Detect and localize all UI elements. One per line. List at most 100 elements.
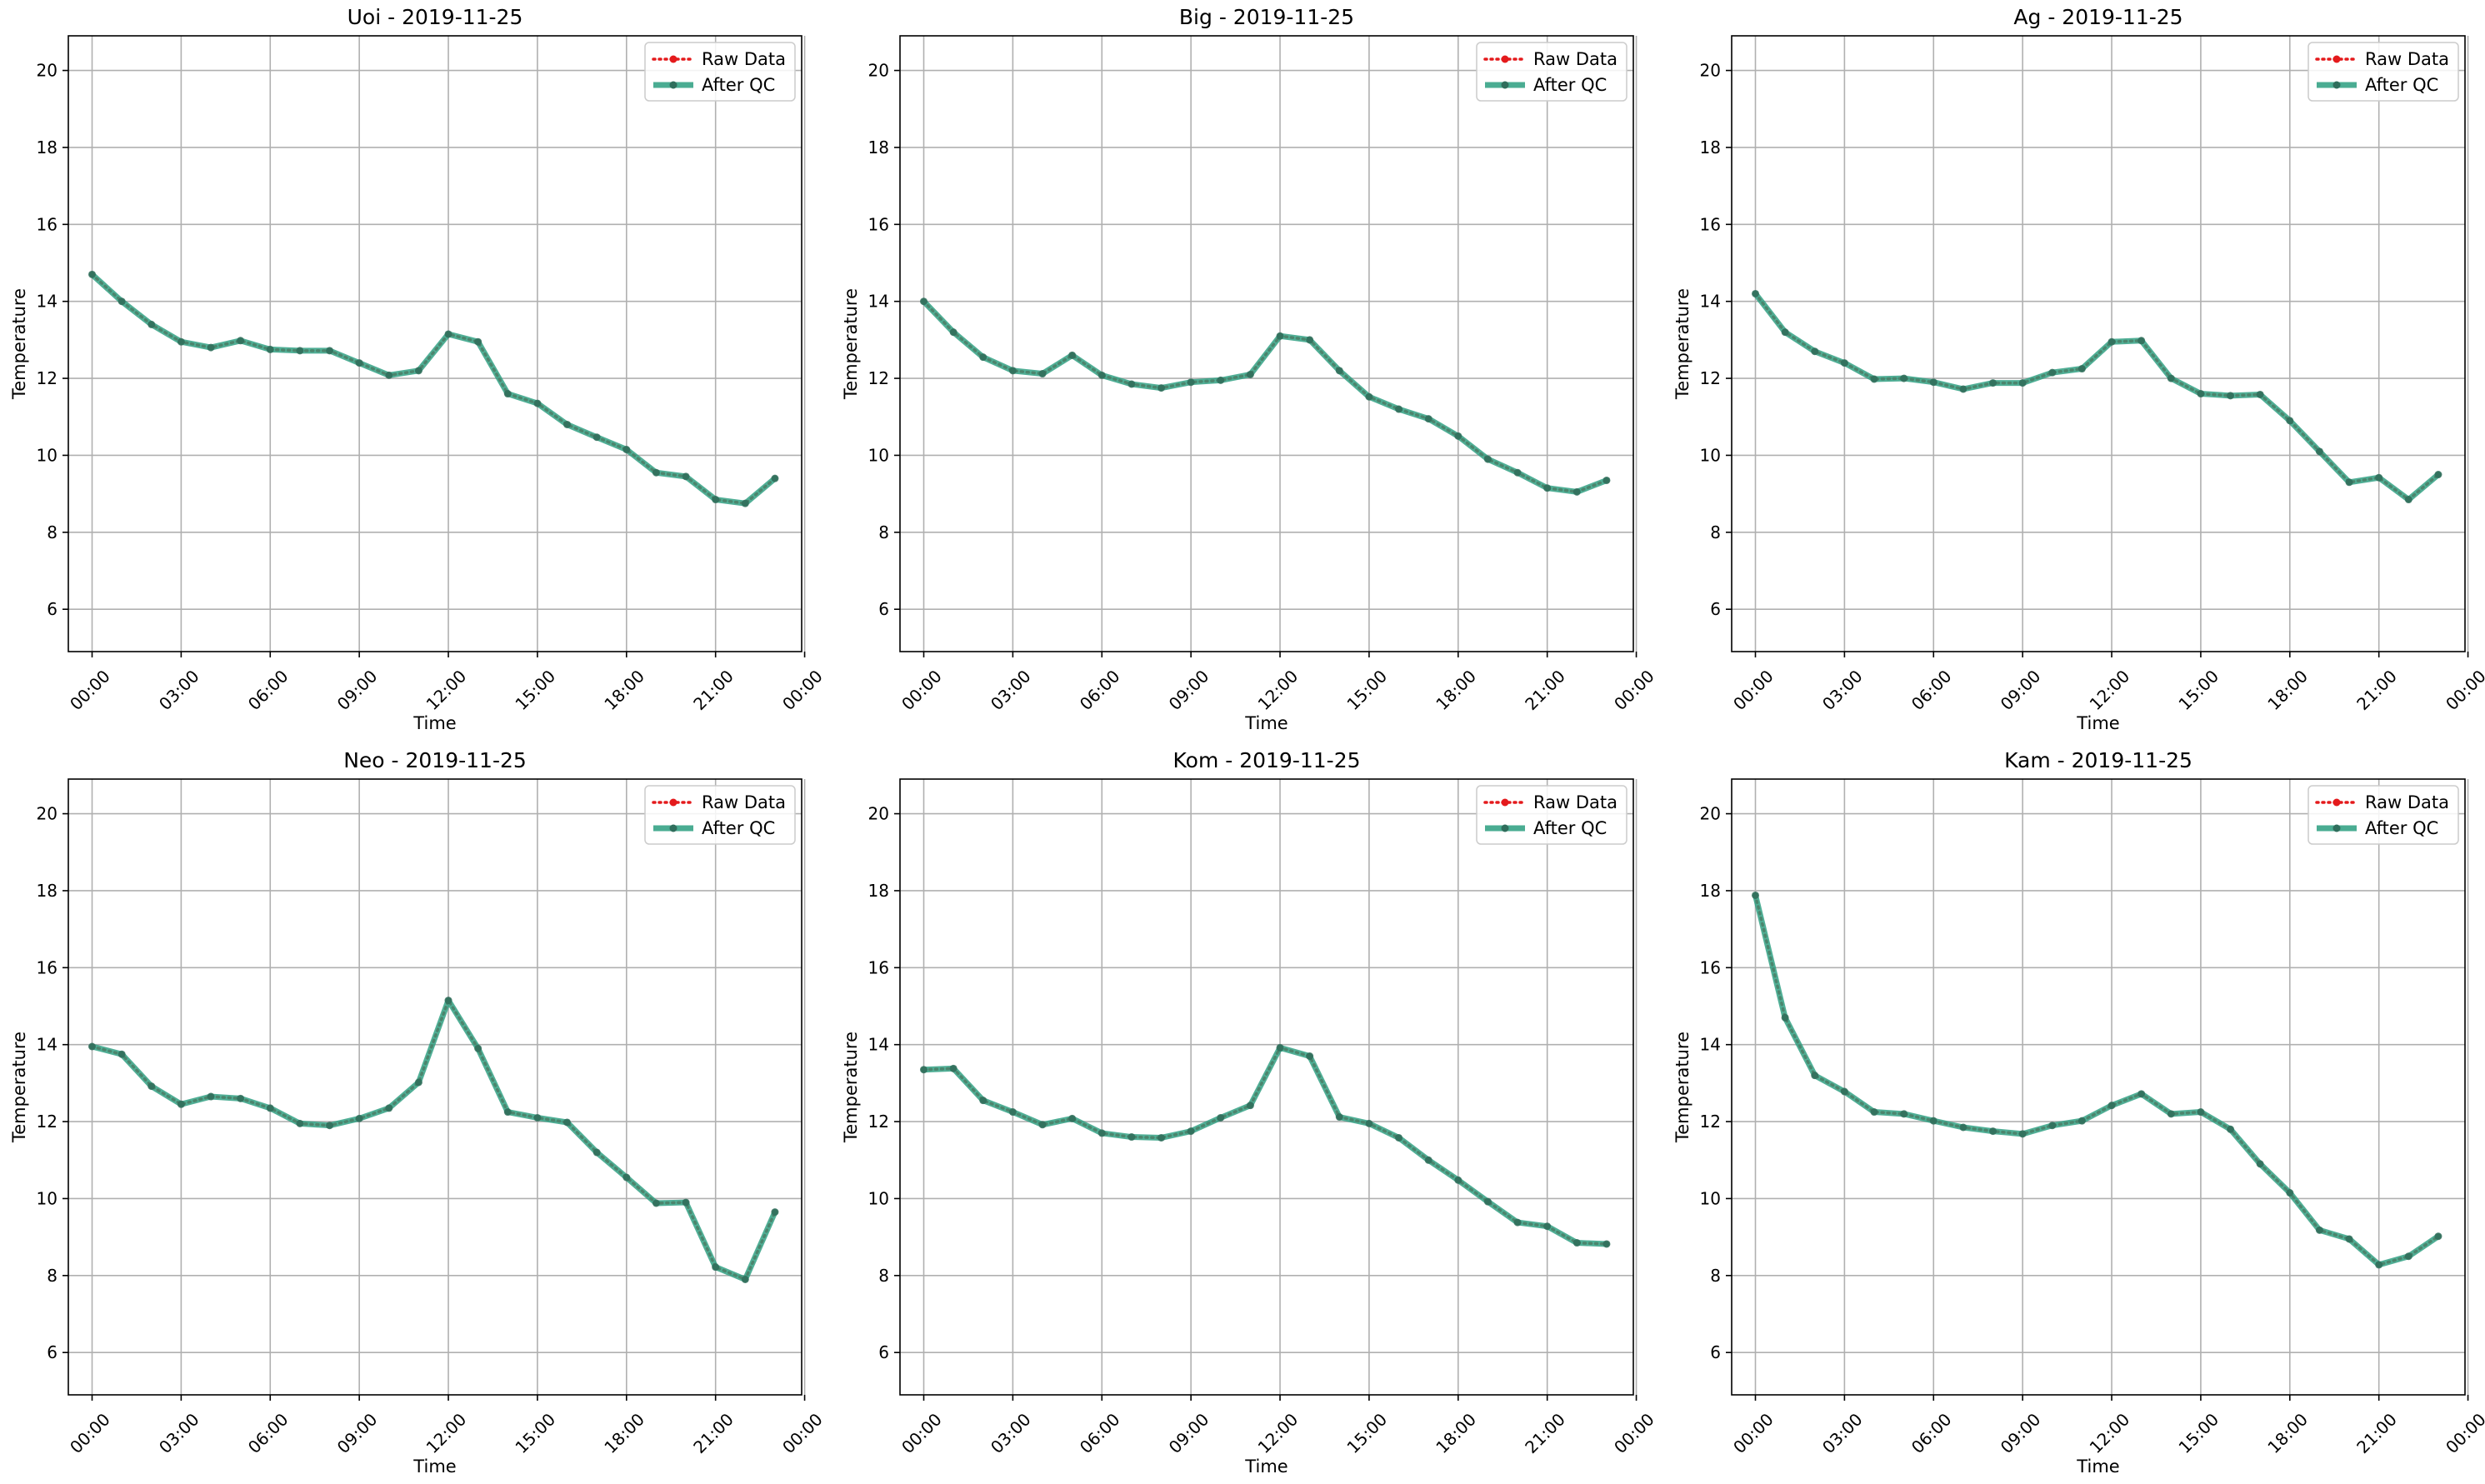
legend-marker (2332, 81, 2341, 89)
legend: Raw Data After QC (1476, 785, 1628, 845)
x-tick-label: 21:00 (2352, 666, 2401, 714)
x-tick-label: 21:00 (1521, 666, 1569, 714)
data-point (2167, 374, 2175, 382)
y-tick-label: 10 (868, 445, 889, 465)
x-tick-label: 03:00 (987, 666, 1035, 714)
data-point (414, 367, 422, 375)
y-tick-label: 12 (1700, 1112, 1721, 1132)
data-point (385, 371, 393, 379)
data-point (2404, 1252, 2412, 1261)
legend-label: After QC (2365, 818, 2438, 838)
data-point (682, 472, 690, 481)
x-tick-label: 06:00 (244, 1409, 292, 1457)
legend-label: After QC (2365, 75, 2438, 95)
data-point (1513, 1218, 1522, 1227)
y-tick-label: 18 (868, 137, 889, 157)
x-tick-label: 15:00 (2174, 666, 2222, 714)
data-point (1424, 1156, 1432, 1164)
data-point (2078, 365, 2086, 373)
data-point (1335, 367, 1343, 375)
plot-area (68, 779, 802, 1395)
data-point (2167, 1110, 2175, 1118)
data-point (2138, 337, 2146, 345)
chart-title: Neo - 2019-11-25 (343, 748, 527, 772)
y-tick-label: 14 (37, 292, 58, 312)
data-point (266, 1104, 274, 1112)
data-point (2197, 390, 2205, 398)
x-tick-label: 09:00 (1997, 666, 2045, 714)
data-point (920, 1066, 928, 1074)
x-tick-label: 15:00 (511, 1409, 559, 1457)
data-point (1038, 370, 1047, 378)
data-point (652, 468, 660, 477)
legend-label: Raw Data (2365, 49, 2449, 69)
data-point (326, 1122, 334, 1130)
x-axis-label: Time (412, 1457, 456, 1477)
series-line (89, 271, 778, 507)
data-point (1187, 1127, 1195, 1136)
legend-marker (2332, 55, 2341, 63)
data-point (177, 1100, 185, 1108)
y-tick-label: 14 (1700, 292, 1721, 312)
y-tick-label: 6 (47, 1342, 58, 1362)
data-point (296, 1119, 304, 1127)
y-tick-label: 6 (878, 1342, 889, 1362)
data-point (1959, 1123, 1968, 1132)
plot-area (900, 779, 1633, 1395)
legend-marker (669, 798, 678, 807)
y-tick-label: 12 (1700, 368, 1721, 388)
y-tick-label: 18 (37, 881, 58, 901)
data-point (237, 337, 245, 345)
y-tick-label: 6 (878, 599, 889, 619)
y-tick-label: 18 (868, 881, 889, 901)
legend-label: After QC (1533, 75, 1607, 95)
data-point (207, 1092, 215, 1101)
legend-label: After QC (702, 818, 775, 838)
data-point (118, 1050, 126, 1058)
data-point (1246, 1102, 1254, 1110)
x-tick-label: 12:00 (422, 666, 471, 714)
data-point (88, 1042, 97, 1051)
legend-label: Raw Data (1533, 49, 1618, 69)
data-point (474, 1044, 482, 1052)
y-tick-label: 10 (868, 1188, 889, 1208)
x-tick-label: 00:00 (1729, 666, 1778, 714)
x-tick-label: 18:00 (600, 666, 648, 714)
x-tick-label: 06:00 (1908, 666, 1956, 714)
data-point (2286, 417, 2294, 425)
data-point (1900, 374, 1908, 382)
data-point (1602, 476, 1611, 484)
data-point (1781, 1013, 1789, 1022)
data-point (1840, 359, 1848, 367)
x-tick-label: 00:00 (2442, 1409, 2485, 1457)
y-axis-label: Temperature (9, 1032, 29, 1143)
data-point (2078, 1117, 2086, 1125)
x-axis-label: Time (2076, 713, 2119, 733)
subplot-2: 6 8 10 12 14 16 18 20 00:00 03:00 06:00 09:00 12:00 1… (841, 5, 1658, 733)
y-tick-label: 8 (47, 522, 58, 542)
series-after-qc (920, 1043, 1611, 1248)
data-point (920, 297, 928, 306)
legend-label: After QC (1533, 818, 1607, 838)
chart-title: Big - 2019-11-25 (1179, 5, 1354, 29)
data-point (712, 496, 720, 504)
legend: Raw Data After QC (2308, 785, 2459, 845)
axes-frame (899, 778, 1634, 1396)
axes-frame (68, 35, 802, 652)
axes-frame (1731, 778, 2466, 1396)
data-point (1335, 1113, 1343, 1122)
legend-label: After QC (702, 75, 775, 95)
data-point (1543, 484, 1552, 492)
data-point (1454, 1176, 1462, 1184)
x-tick-label: 12:00 (2086, 1409, 2134, 1457)
data-point (444, 997, 452, 1005)
y-tick-label: 6 (1710, 1342, 1721, 1362)
x-tick-label: 18:00 (1432, 666, 1480, 714)
x-axis-label: Time (412, 713, 456, 733)
series-after-qc (88, 997, 779, 1283)
data-point (1811, 347, 1819, 356)
chart-title: Ag - 2019-11-25 (2013, 5, 2182, 29)
data-point (1513, 468, 1522, 477)
y-tick-label: 16 (1700, 957, 1721, 977)
series-after-qc (1752, 289, 2442, 504)
